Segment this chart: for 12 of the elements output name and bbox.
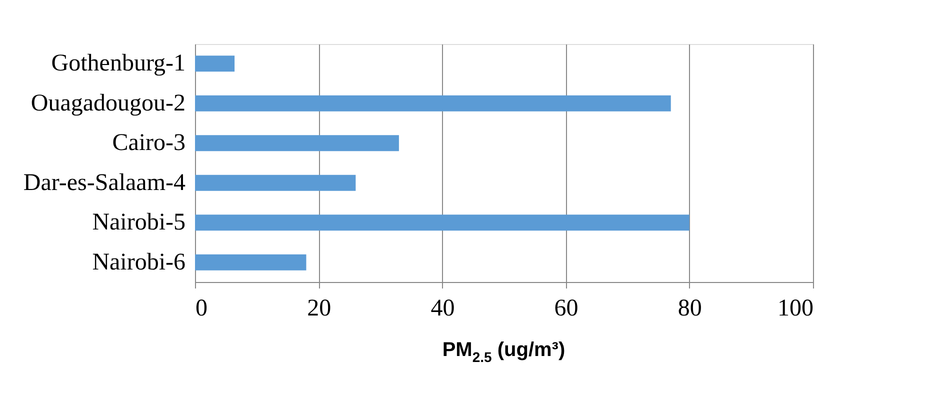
y-tick-label: Cairo-3 [112, 130, 186, 156]
x-tick-label: 100 [778, 296, 814, 322]
x-tick-label: 40 [430, 296, 455, 322]
y-tick-label: Ouagadougou-2 [30, 90, 186, 116]
x-tick-label: 80 [678, 296, 702, 322]
x-tick-label: 0 [196, 296, 208, 322]
y-tick-label: Nairobi-5 [92, 210, 186, 236]
y-tick-label: Gothenburg-1 [51, 50, 186, 77]
y-tick-label: Dar-es-Salaam-4 [23, 170, 186, 196]
x-tick-label: 20 [307, 296, 332, 322]
y-tick-label: Nairobi-6 [92, 249, 186, 276]
x-tick-label: 60 [554, 296, 578, 322]
